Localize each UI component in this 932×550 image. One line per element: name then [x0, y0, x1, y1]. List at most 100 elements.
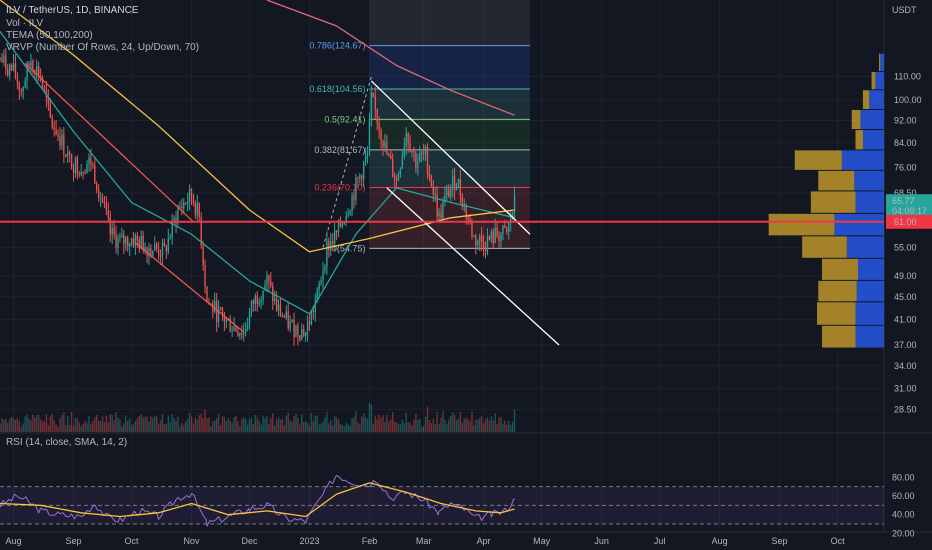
- candle-body: [426, 146, 429, 174]
- candle-body: [401, 155, 404, 169]
- volume-bar: [235, 416, 237, 432]
- price-axis[interactable]: USDT 110.00 100.00 92.00 84.00 76.00 68.50 61.0…: [886, 5, 932, 414]
- candle-body: [285, 311, 287, 318]
- price-axis-tick: 84.00: [894, 138, 917, 148]
- symbol-title[interactable]: ILV / TetherUS, 1D, BINANCE: [6, 5, 139, 16]
- volume-bar: [32, 414, 34, 432]
- volume-bar: [469, 421, 471, 432]
- vp-bar-down: [768, 213, 835, 236]
- volume-bar: [453, 414, 456, 432]
- candle-body: [504, 225, 506, 228]
- candle-body: [246, 325, 249, 329]
- candle-body: [260, 300, 262, 302]
- volume-bar: [299, 424, 301, 432]
- volume-bar: [308, 425, 311, 432]
- time-axis-tick: Sep: [772, 536, 788, 546]
- candle-body: [370, 92, 373, 120]
- volume-bar: [94, 417, 96, 432]
- volume-bar: [192, 423, 195, 432]
- volume-bar: [138, 415, 140, 432]
- candle-body: [22, 87, 24, 92]
- candle-body: [254, 295, 257, 304]
- candle-body: [177, 207, 179, 224]
- volume-bar: [113, 420, 115, 432]
- vp-bar-down: [871, 72, 876, 90]
- rsi-legend[interactable]: RSI (14, close, SMA, 14, 2): [6, 437, 128, 448]
- candle-body: [185, 203, 187, 205]
- volume-bar: [297, 418, 299, 432]
- volume-bar: [353, 417, 355, 432]
- volume-bar: [374, 415, 376, 432]
- volume-bar: [150, 416, 152, 432]
- candle-body: [496, 227, 498, 236]
- time-axis-tick: Oct: [831, 536, 846, 546]
- candle-body: [386, 141, 388, 155]
- fibonacci-retracement[interactable]: 0.786(124.67) 0.618(104.56) 0.5(92.41) 0.38…: [309, 0, 531, 253]
- volume-bar: [125, 415, 127, 432]
- volume-bar: [494, 413, 496, 432]
- candle-body: [68, 152, 71, 155]
- volume-bar: [258, 420, 260, 432]
- candle-body: [30, 61, 32, 66]
- candle-body: [47, 97, 50, 104]
- candle-body: [12, 63, 15, 71]
- volume-bar: [67, 416, 69, 432]
- volume-bar: [326, 411, 328, 432]
- volume-bar: [128, 418, 131, 432]
- vp-bar-up: [875, 72, 884, 90]
- time-axis[interactable]: Aug Sep Oct Nov Dec 2023 Feb Mar Apr May Jun Jul Aug…: [6, 536, 846, 546]
- candle-body: [361, 175, 363, 180]
- volume-bar: [22, 423, 24, 432]
- volume-bar: [196, 420, 198, 432]
- candle-body: [403, 146, 405, 156]
- candle-body: [324, 267, 326, 271]
- volume-bar: [136, 418, 139, 432]
- candle-body: [103, 202, 106, 204]
- candle-body: [397, 173, 400, 180]
- volume-bar: [440, 417, 442, 432]
- volume-bar: [161, 413, 164, 432]
- volume-bar: [225, 421, 227, 432]
- candle-body: [419, 152, 421, 162]
- candle-body: [366, 151, 369, 157]
- vrvp-legend[interactable]: VRVP (Number Of Rows, 24, Up/Down, 70): [6, 42, 200, 53]
- volume-bar: [413, 419, 415, 432]
- volume-bar: [378, 414, 380, 432]
- price-axis-tick: 34.00: [894, 361, 917, 371]
- vp-bar-down: [818, 170, 855, 191]
- volume-bar: [285, 415, 287, 432]
- tema-legend[interactable]: TEMA (50,100,200): [6, 30, 93, 41]
- volume-bar: [376, 419, 378, 432]
- volume-bar: [337, 419, 340, 432]
- volume-legend[interactable]: Vol · ILV: [6, 18, 44, 29]
- volume-bar: [57, 427, 59, 432]
- volume-bar: [241, 418, 243, 432]
- fib-level-label: 0.5(92.41): [324, 114, 365, 124]
- vp-bar-up: [855, 325, 884, 348]
- candle-body: [430, 176, 433, 187]
- volume-bar: [175, 420, 177, 432]
- volume-bar: [53, 420, 55, 432]
- volume-bar: [101, 416, 104, 432]
- volume-bar: [115, 412, 117, 432]
- volume-bar: [262, 415, 264, 432]
- volume-bar: [63, 412, 65, 432]
- candle-body: [450, 188, 452, 197]
- volume-bar: [3, 420, 5, 432]
- candle-body: [380, 129, 382, 141]
- countdown-label: 04:09:17: [892, 206, 927, 216]
- candle-body: [43, 86, 46, 90]
- trendlines[interactable]: [24, 62, 560, 346]
- fib-zone: [369, 149, 531, 188]
- volume-bar: [96, 414, 98, 432]
- volume-bar: [403, 423, 405, 432]
- candle-body: [241, 333, 243, 335]
- candle-body: [473, 236, 475, 238]
- volume-bar: [266, 415, 268, 432]
- volume-bar: [434, 424, 436, 432]
- vp-bar-up: [834, 213, 884, 236]
- volume-bar: [223, 416, 226, 432]
- candle-body: [115, 235, 117, 248]
- volume-bar: [451, 412, 454, 432]
